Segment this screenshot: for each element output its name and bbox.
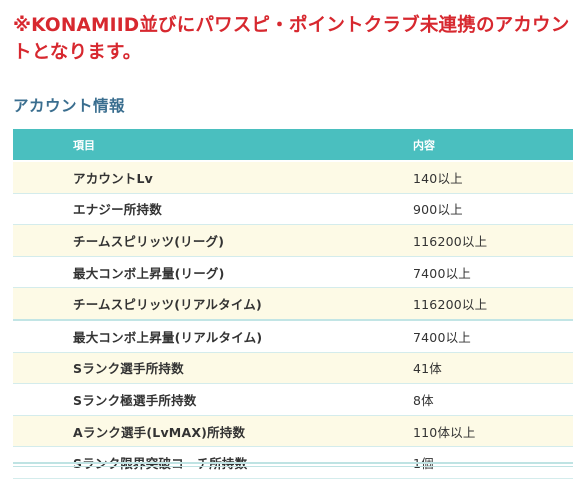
table-row: 最大コンボ上昇量(リーグ) 7400以上 [13, 256, 573, 289]
row-value: 900以上 [413, 193, 573, 226]
row-value: 116200以上 [413, 287, 573, 321]
table-row: Sランク極選手所持数 8体 [13, 383, 573, 416]
row-item: Sランク極選手所持数 [13, 383, 413, 416]
row-item: エナジー所持数 [13, 193, 413, 226]
table-row: Aランク選手(LvMAX)所持数 110体以上 [13, 415, 573, 448]
row-item: Aランク選手(LvMAX)所持数 [13, 415, 413, 448]
table-row: アカウントLv 140以上 [13, 161, 573, 194]
row-value: 7400以上 [413, 318, 573, 353]
table-row: Sランク選手所持数 41体 [13, 352, 573, 385]
table-row: エナジー所持数 900以上 [13, 193, 573, 226]
notice-text: ※KONAMIID並びにパワスピ・ポイントクラブ未連携のアカウントとなります。 [13, 15, 570, 63]
header-item: 項目 [13, 127, 413, 162]
row-item: アカウントLv [13, 161, 413, 194]
row-item: Sランク選手所持数 [13, 352, 413, 385]
row-value: 8体 [413, 383, 573, 416]
table-header-row: 項目 内容 [13, 127, 573, 162]
section-title: アカウント情報 [13, 97, 126, 115]
table-row: チームスピリッツ(リアルタイム) 116200以上 [13, 287, 573, 321]
row-value: 41体 [413, 352, 573, 385]
row-value: 7400以上 [413, 256, 573, 289]
row-value: 140以上 [413, 161, 573, 194]
table-bottom-divider [13, 462, 573, 464]
table-row: チームスピリッツ(リーグ) 116200以上 [13, 224, 573, 257]
row-value: 116200以上 [413, 224, 573, 257]
row-item: 最大コンボ上昇量(リーグ) [13, 256, 413, 289]
row-item: チームスピリッツ(リアルタイム) [13, 287, 413, 321]
row-item: 最大コンボ上昇量(リアルタイム) [13, 318, 413, 353]
row-item: チームスピリッツ(リーグ) [13, 224, 413, 257]
table-row: 最大コンボ上昇量(リアルタイム) 7400以上 [13, 318, 573, 353]
account-info-table: 項目 内容 アカウントLv 140以上 エナジー所持数 900以上 チームスピリ… [13, 127, 573, 479]
row-value: 110体以上 [413, 415, 573, 448]
table-bottom-divider-secondary [13, 466, 573, 467]
header-value: 内容 [413, 127, 573, 162]
